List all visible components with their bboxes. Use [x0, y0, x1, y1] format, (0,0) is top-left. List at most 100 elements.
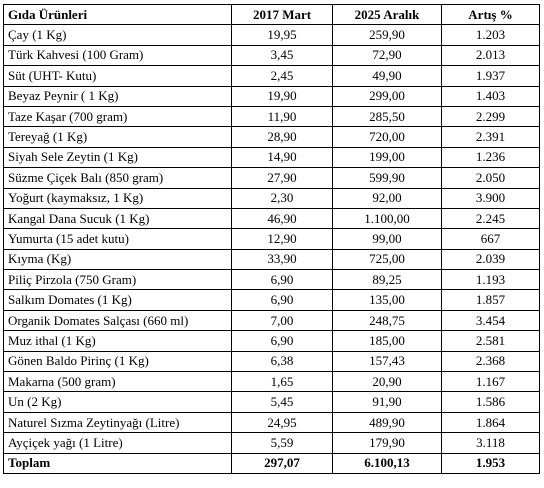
price-2025: 20,90: [332, 371, 442, 393]
price-2017: 19,90: [231, 85, 333, 107]
increase-percent: 2.013: [441, 44, 540, 67]
price-comparison-table: Gıda Ürünleri 2017 Mart 2025 Aralık Artı…: [3, 3, 540, 474]
price-2025: 599,90: [332, 167, 442, 189]
price-2025: 89,25: [332, 269, 442, 291]
product-name: Ayçiçek yağı (1 Litre): [3, 432, 232, 454]
increase-percent: 667: [441, 228, 540, 250]
price-2017: 2,45: [231, 65, 333, 87]
table-row: Süt (UHT- Kutu) 2,45 49,90 1.937: [3, 65, 540, 87]
price-2017: 11,90: [231, 105, 333, 128]
header-2017-march: 2017 Mart: [231, 3, 333, 26]
header-product: Gıda Ürünleri: [3, 3, 232, 26]
product-name: Salkım Domates (1 Kg): [3, 289, 232, 311]
price-2017: 6,90: [231, 269, 333, 291]
price-2025: 248,75: [332, 309, 442, 332]
price-2025: 720,00: [332, 126, 442, 148]
price-2025: 49,90: [332, 65, 442, 87]
price-2017: 5,45: [231, 391, 333, 413]
product-name: Yumurta (15 adet kutu): [3, 228, 232, 250]
price-2025: 185,00: [332, 330, 442, 352]
price-2025: 299,00: [332, 85, 442, 107]
table-row: Salkım Domates (1 Kg) 6,90 135,00 1.857: [3, 289, 540, 311]
product-name: Çay (1 Kg): [3, 24, 232, 46]
header-increase-percent: Artış %: [441, 3, 540, 26]
price-2017: 1,65: [231, 371, 333, 393]
total-label: Toplam: [3, 452, 232, 474]
price-2017: 6,90: [231, 330, 333, 352]
product-name: Beyaz Peynir ( 1 Kg): [3, 85, 232, 107]
price-2025: 1.100,00: [332, 207, 442, 230]
price-2025: 72,90: [332, 44, 442, 67]
increase-percent: 3.118: [441, 432, 540, 454]
table-row: Un (2 Kg) 5,45 91,90 1.586: [3, 391, 540, 413]
product-name: Süt (UHT- Kutu): [3, 65, 232, 87]
table-row: Kangal Dana Sucuk (1 Kg) 46,90 1.100,00 2.2…: [3, 207, 540, 230]
price-2025: 199,00: [332, 146, 442, 169]
table-row: Tereyağ (1 Kg) 28,90 720,00 2.391: [3, 126, 540, 148]
table-total-row: Toplam 297,07 6.100,13 1.953: [3, 452, 540, 474]
total-2025: 6.100,13: [332, 452, 442, 474]
increase-percent: 1.937: [441, 65, 540, 87]
increase-percent: 1.203: [441, 24, 540, 46]
total-increase: 1.953: [441, 452, 540, 474]
increase-percent: 3.900: [441, 187, 540, 209]
total-2017: 297,07: [231, 452, 333, 474]
price-2017: 19,95: [231, 24, 333, 46]
increase-percent: 1.586: [441, 391, 540, 413]
table-row: Naturel Sızma Zeytinyağı (Litre) 24,95 489…: [3, 411, 540, 434]
table-row: Türk Kahvesi (100 Gram) 3,45 72,90 2.013: [3, 44, 540, 67]
price-2025: 157,43: [332, 350, 442, 373]
table-row: Kıyma (Kg) 33,90 725,00 2.039: [3, 248, 540, 271]
price-2017: 6,38: [231, 350, 333, 373]
price-2017: 46,90: [231, 207, 333, 230]
table-row: Yoğurt (kaymaksız, 1 Kg) 2,30 92,00 3.900: [3, 187, 540, 209]
price-2025: 135,00: [332, 289, 442, 311]
table-header-row: Gıda Ürünleri 2017 Mart 2025 Aralık Artı…: [3, 3, 540, 26]
price-2017: 14,90: [231, 146, 333, 169]
increase-percent: 1.403: [441, 85, 540, 107]
increase-percent: 2.050: [441, 167, 540, 189]
table-row: Beyaz Peynir ( 1 Kg) 19,90 299,00 1.403: [3, 85, 540, 107]
product-name: Organik Domates Salçası (660 ml): [3, 309, 232, 332]
increase-percent: 1.236: [441, 146, 540, 169]
product-name: Tereyağ (1 Kg): [3, 126, 232, 148]
product-name: Taze Kaşar (700 gram): [3, 105, 232, 128]
product-name: Muz ithal (1 Kg): [3, 330, 232, 352]
price-2025: 489,90: [332, 411, 442, 434]
table-row: Organik Domates Salçası (660 ml) 7,00 248,…: [3, 309, 540, 332]
price-2017: 27,90: [231, 167, 333, 189]
product-name: Piliç Pirzola (750 Gram): [3, 269, 232, 291]
price-table-container: Gıda Ürünleri 2017 Mart 2025 Aralık Artı…: [3, 3, 540, 474]
product-name: Türk Kahvesi (100 Gram): [3, 44, 232, 67]
price-2025: 725,00: [332, 248, 442, 271]
price-2025: 179,90: [332, 432, 442, 454]
product-name: Makarna (500 gram): [3, 371, 232, 393]
increase-percent: 1.857: [441, 289, 540, 311]
table-row: Makarna (500 gram) 1,65 20,90 1.167: [3, 371, 540, 393]
increase-percent: 1.864: [441, 411, 540, 434]
product-name: Süzme Çiçek Balı (850 gram): [3, 167, 232, 189]
price-2025: 99,00: [332, 228, 442, 250]
price-2017: 2,30: [231, 187, 333, 209]
price-2025: 259,90: [332, 24, 442, 46]
price-2025: 91,90: [332, 391, 442, 413]
increase-percent: 2.039: [441, 248, 540, 271]
table-row: Piliç Pirzola (750 Gram) 6,90 89,25 1.193: [3, 269, 540, 291]
product-name: Siyah Sele Zeytin (1 Kg): [3, 146, 232, 169]
increase-percent: 2.368: [441, 350, 540, 373]
increase-percent: 2.299: [441, 105, 540, 128]
table-row: Siyah Sele Zeytin (1 Kg) 14,90 199,00 1.236: [3, 146, 540, 169]
price-2025: 92,00: [332, 187, 442, 209]
price-2025: 285,50: [332, 105, 442, 128]
price-2017: 3,45: [231, 44, 333, 67]
product-name: Yoğurt (kaymaksız, 1 Kg): [3, 187, 232, 209]
table-row: Gönen Baldo Pirinç (1 Kg) 6,38 157,43 2.368: [3, 350, 540, 373]
product-name: Naturel Sızma Zeytinyağı (Litre): [3, 411, 232, 434]
increase-percent: 1.167: [441, 371, 540, 393]
increase-percent: 2.581: [441, 330, 540, 352]
table-row: Muz ithal (1 Kg) 6,90 185,00 2.581: [3, 330, 540, 352]
increase-percent: 1.193: [441, 269, 540, 291]
table-row: Yumurta (15 adet kutu) 12,90 99,00 667: [3, 228, 540, 250]
table-row: Süzme Çiçek Balı (850 gram) 27,90 599,90 2.…: [3, 167, 540, 189]
product-name: Kangal Dana Sucuk (1 Kg): [3, 207, 232, 230]
